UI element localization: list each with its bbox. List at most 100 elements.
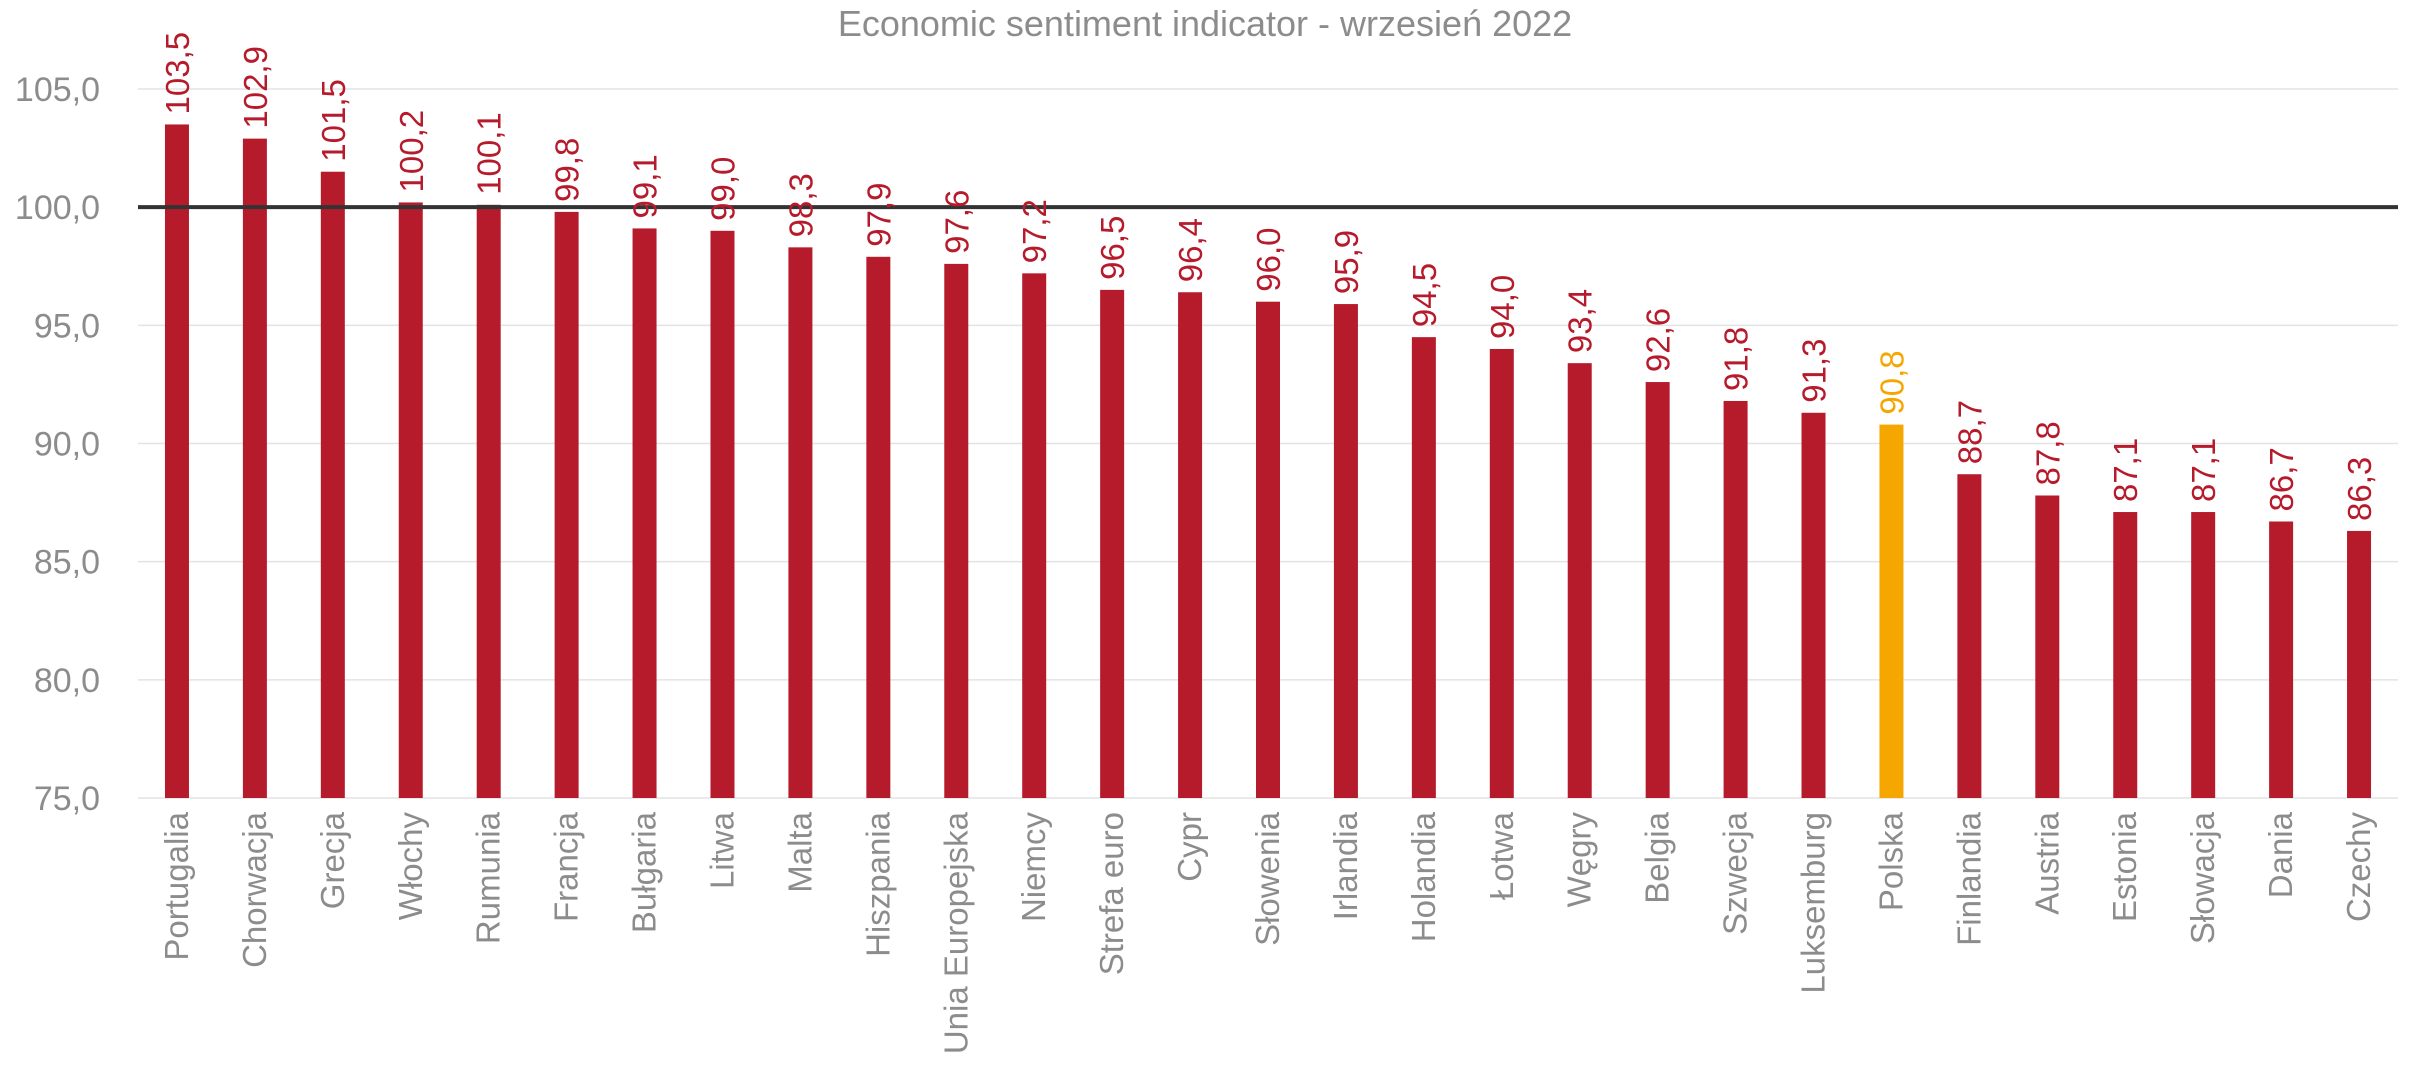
data-label: 96,5: [1094, 216, 1131, 280]
bar-4: [476, 204, 501, 798]
bar-16: [1411, 337, 1436, 798]
data-label: 91,8: [1718, 327, 1755, 391]
bar-28: [2347, 530, 2372, 798]
y-tick-label: 75,0: [34, 780, 100, 818]
data-label: 94,5: [1406, 263, 1443, 327]
data-label: 86,3: [2341, 457, 2378, 521]
x-tick-label: Grecja: [314, 811, 351, 909]
bar-13: [1178, 292, 1203, 798]
x-tick-label: Chorwacja: [236, 811, 273, 968]
bar-9: [866, 256, 891, 799]
bar-20: [1723, 400, 1748, 798]
x-tick-label: Słowenia: [1249, 811, 1286, 946]
bar-24: [2035, 495, 2060, 798]
x-tick-label: Polska: [1872, 811, 1909, 911]
bar-25: [2113, 512, 2138, 798]
bar-22: [1879, 424, 1904, 798]
data-label: 99,0: [704, 157, 741, 221]
data-label: 97,9: [860, 183, 897, 247]
data-label: 97,2: [1016, 199, 1053, 263]
x-tick-label: Austria: [2028, 811, 2065, 914]
data-label: 99,8: [549, 138, 586, 202]
data-label: 100,1: [471, 112, 508, 195]
y-tick-label: 90,0: [34, 426, 100, 464]
bar-10: [944, 263, 969, 798]
bar-23: [1957, 474, 1982, 798]
bar-1: [242, 138, 267, 798]
data-label: 94,0: [1484, 275, 1521, 339]
data-label: 98,3: [782, 173, 819, 237]
y-tick-label: 95,0: [34, 307, 100, 345]
data-label: 101,5: [315, 79, 352, 162]
bar-17: [1489, 348, 1514, 798]
x-tick-label: Dania: [2262, 811, 2299, 898]
data-label: 95,9: [1328, 230, 1365, 294]
x-tick-label: Łotwa: [1483, 811, 1520, 900]
data-label: 99,1: [627, 154, 664, 218]
data-label: 96,0: [1250, 227, 1287, 291]
data-label: 100,2: [393, 110, 430, 193]
x-tick-label: Niemcy: [1015, 812, 1052, 923]
data-label: 87,1: [2185, 438, 2222, 502]
x-tick-label: Szwecja: [1717, 811, 1754, 935]
data-label: 96,4: [1172, 218, 1209, 282]
bar-11: [1022, 273, 1047, 799]
bar-8: [788, 247, 813, 799]
y-tick-label: 105,0: [15, 71, 100, 109]
x-tick-label: Irlandia: [1327, 811, 1364, 920]
y-axis-ticks: 75,0 80,0 85,0 90,0 95,0 100,0 105,0: [15, 71, 100, 818]
bar-27: [2269, 521, 2294, 798]
data-label: 87,1: [2107, 438, 2144, 502]
y-tick-label: 100,0: [15, 189, 100, 227]
bar-7: [710, 230, 735, 799]
data-label: 91,3: [1796, 339, 1833, 403]
bar-15: [1333, 304, 1358, 798]
bar-6: [632, 228, 657, 799]
data-label: 102,9: [237, 46, 274, 129]
x-tick-label: Luksemburg: [1795, 812, 1832, 994]
bar-12: [1100, 289, 1125, 798]
x-tick-label: Bułgaria: [626, 811, 663, 933]
y-tick-label: 80,0: [34, 662, 100, 700]
data-label: 92,6: [1640, 308, 1677, 372]
x-tick-label: Francja: [548, 811, 585, 922]
x-tick-label: Hiszpania: [859, 811, 896, 957]
chart-title: Economic sentiment indicator - wrzesień …: [838, 3, 1572, 44]
data-label: 88,7: [1951, 400, 1988, 464]
data-label: 86,7: [2263, 447, 2300, 511]
x-tick-label: Czechy: [2340, 812, 2377, 923]
bar-21: [1801, 412, 1826, 798]
x-tick-label: Holandia: [1405, 811, 1442, 942]
x-tick-label: Litwa: [703, 811, 740, 889]
bar-3: [398, 202, 423, 798]
bar-26: [2191, 512, 2216, 798]
bar-14: [1256, 301, 1280, 798]
bar-0: [164, 124, 189, 798]
data-labels: 103,5 102,9 101,5 100,2 100,1 99,8 99,1 99,0 98,…: [159, 32, 2378, 521]
data-label: 87,8: [2029, 421, 2066, 485]
bar-5: [554, 211, 579, 799]
x-tick-label: Belgia: [1639, 811, 1676, 903]
bar-18: [1567, 363, 1592, 798]
x-tick-label: Rumunia: [470, 811, 507, 944]
x-tick-label: Malta: [781, 811, 818, 892]
x-tick-label: Finlandia: [1950, 811, 1987, 946]
data-label: 97,6: [938, 190, 975, 254]
x-tick-label: Cypr: [1171, 812, 1208, 882]
data-label: 103,5: [159, 32, 196, 115]
x-tick-label: Estonia: [2106, 811, 2143, 922]
x-tick-label: Włochy: [392, 812, 429, 921]
y-tick-label: 85,0: [34, 544, 100, 582]
x-tick-label: Węgry: [1561, 812, 1598, 908]
bar-19: [1645, 382, 1670, 798]
x-tick-label: Portugalia: [158, 811, 195, 960]
data-label: 90,8: [1873, 350, 1910, 414]
bar-2: [320, 171, 345, 798]
x-tick-label: Słowacja: [2184, 811, 2221, 944]
x-tick-label: Unia Europejska: [937, 811, 974, 1054]
data-label: 93,4: [1562, 289, 1599, 353]
x-axis-ticks: Portugalia Chorwacja Grecja Włochy Rumunia Fr…: [158, 811, 2377, 1054]
bars: [164, 124, 2372, 799]
